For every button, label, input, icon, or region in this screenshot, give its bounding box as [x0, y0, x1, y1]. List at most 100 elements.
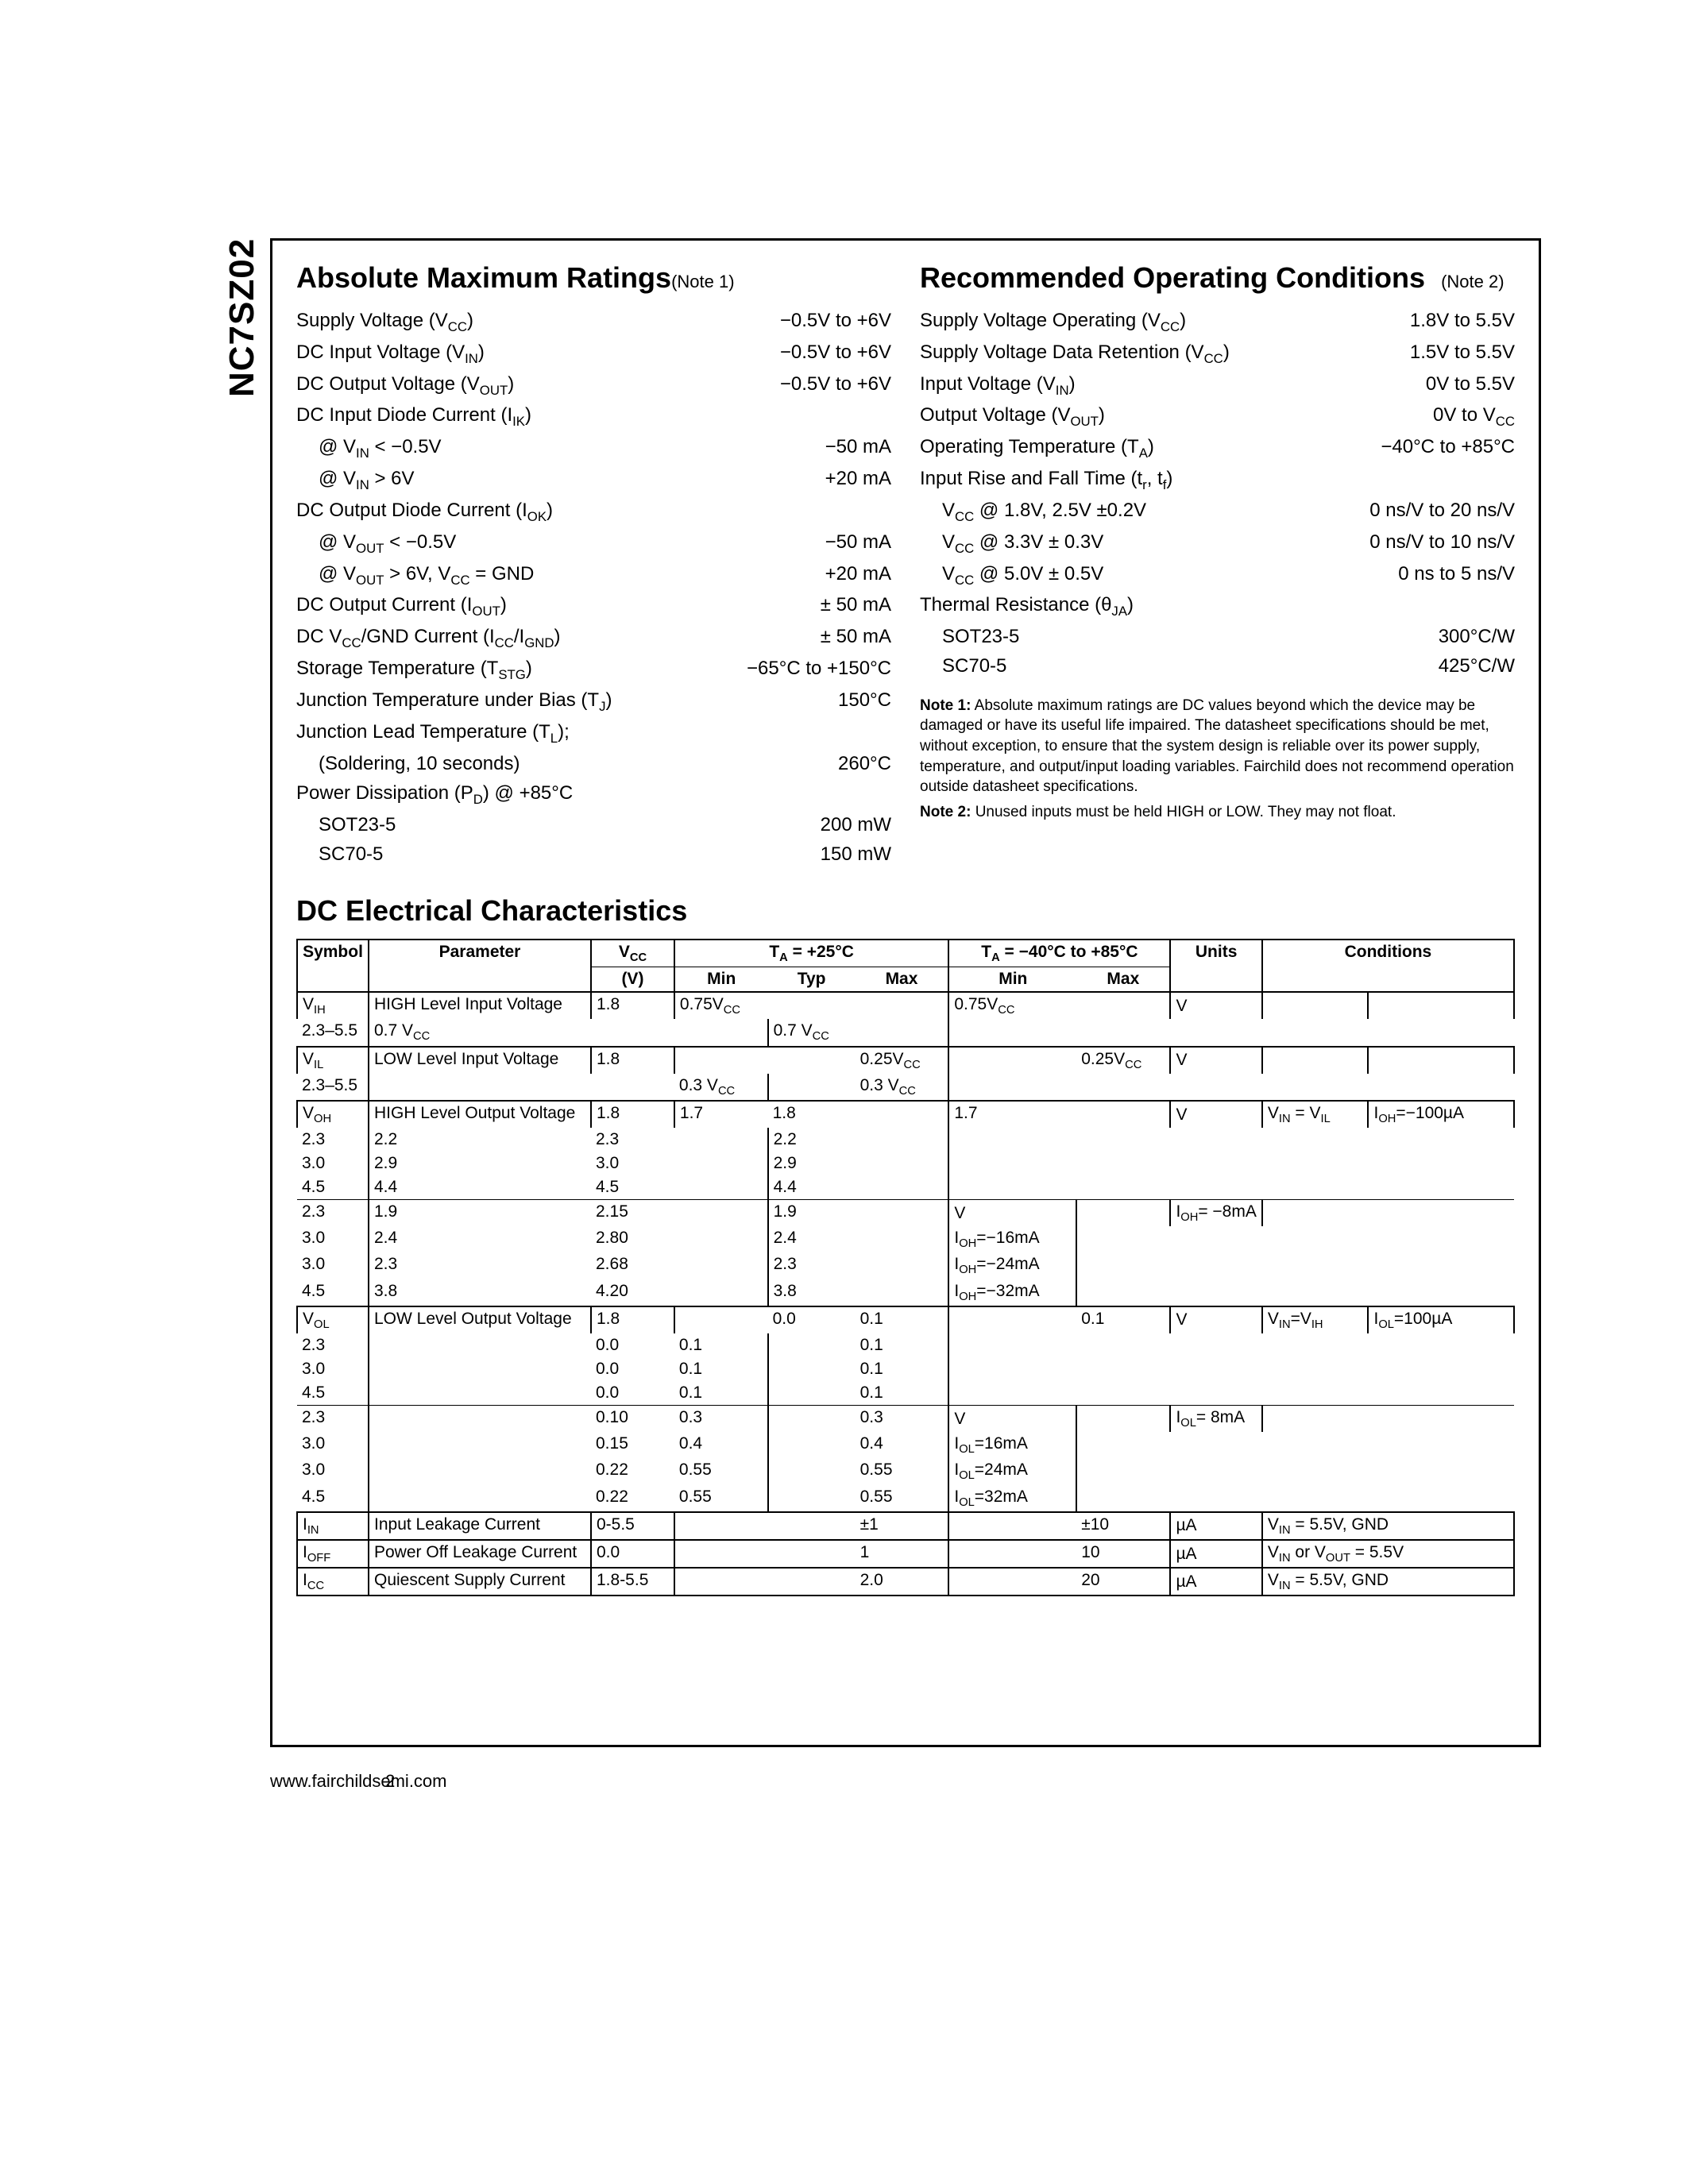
spec-label: Supply Voltage (VCC) — [296, 306, 767, 338]
spec-label: VCC @ 3.3V ± 0.3V — [920, 527, 1357, 559]
spec-row: DC Input Diode Current (IIK) — [296, 400, 891, 432]
page-footer: www.fairchildsemi.com 2 — [270, 1771, 1541, 1792]
spec-label: Junction Temperature under Bias (TJ) — [296, 685, 825, 717]
spec-value: −0.5V to +6V — [767, 306, 891, 338]
spec-row: Power Dissipation (PD) @ +85°C — [296, 778, 891, 810]
spec-row: DC VCC/GND Current (ICC/IGND)± 50 mA — [296, 622, 891, 654]
note-1: Note 1: Absolute maximum ratings are DC … — [920, 696, 1515, 797]
spec-row: DC Output Diode Current (IOK) — [296, 496, 891, 527]
spec-row: DC Input Voltage (VIN)−0.5V to +6V — [296, 338, 891, 369]
footer-page: 2 — [385, 1771, 395, 1792]
spec-value: 300°C/W — [1426, 622, 1515, 651]
spec-value — [879, 717, 891, 749]
spec-value: ± 50 mA — [808, 622, 891, 654]
spec-label: (Soldering, 10 seconds) — [296, 749, 825, 778]
spec-label: DC Output Voltage (VOUT) — [296, 369, 767, 401]
rec-op-list: Supply Voltage Operating (VCC)1.8V to 5.… — [920, 306, 1515, 681]
top-columns: Absolute Maximum Ratings(Note 1) Supply … — [296, 261, 1515, 869]
spec-label: @ VOUT < −0.5V — [296, 527, 813, 559]
spec-label: DC Input Voltage (VIN) — [296, 338, 767, 369]
spec-row: Input Voltage (VIN)0V to 5.5V — [920, 369, 1515, 401]
spec-row: (Soldering, 10 seconds)260°C — [296, 749, 891, 778]
spec-label: Junction Lead Temperature (TL); — [296, 717, 879, 749]
spec-row: @ VOUT > 6V, VCC = GND+20 mA — [296, 559, 891, 591]
spec-value: −0.5V to +6V — [767, 338, 891, 369]
spec-row: Thermal Resistance (θJA) — [920, 590, 1515, 622]
spec-row: @ VIN > 6V+20 mA — [296, 464, 891, 496]
rec-op-note-ref: (Note 2) — [1441, 272, 1504, 291]
abs-max-list: Supply Voltage (VCC)−0.5V to +6VDC Input… — [296, 306, 891, 869]
spec-label: DC Output Diode Current (IOK) — [296, 496, 879, 527]
spec-label: Thermal Resistance (θJA) — [920, 590, 1502, 622]
spec-value: 200 mW — [808, 810, 891, 839]
rec-op-title: Recommended Operating Conditions — [920, 261, 1425, 294]
spec-value: −65°C to +150°C — [734, 654, 891, 685]
spec-label: Operating Temperature (TA) — [920, 432, 1368, 464]
spec-row: Supply Voltage Data Retention (VCC)1.5V … — [920, 338, 1515, 369]
spec-label: Output Voltage (VOUT) — [920, 400, 1420, 432]
spec-value: ± 50 mA — [808, 590, 891, 622]
spec-value: +20 mA — [813, 559, 891, 591]
spec-label: SC70-5 — [296, 839, 808, 869]
notes-block: Note 1: Absolute maximum ratings are DC … — [920, 696, 1515, 823]
dc-characteristics-table: Symbol Parameter VCC TA = +25°C TA = −40… — [296, 939, 1515, 1596]
spec-value: 0 ns to 5 ns/V — [1385, 559, 1515, 591]
spec-label: SOT23-5 — [296, 810, 808, 839]
rec-op-heading: Recommended Operating Conditions (Note 2… — [920, 261, 1515, 295]
spec-row: VCC @ 3.3V ± 0.3V0 ns/V to 10 ns/V — [920, 527, 1515, 559]
page-content: Absolute Maximum Ratings(Note 1) Supply … — [270, 238, 1541, 1747]
spec-value — [1502, 590, 1515, 622]
spec-label: @ VIN > 6V — [296, 464, 813, 496]
spec-value — [1502, 464, 1515, 496]
spec-value — [879, 400, 891, 432]
spec-label: SC70-5 — [920, 651, 1426, 681]
spec-row: SC70-5425°C/W — [920, 651, 1515, 681]
spec-label: Supply Voltage Data Retention (VCC) — [920, 338, 1397, 369]
spec-value: 0 ns/V to 20 ns/V — [1357, 496, 1515, 527]
spec-value: 150 mW — [808, 839, 891, 869]
spec-value: 1.5V to 5.5V — [1397, 338, 1515, 369]
spec-row: SOT23-5300°C/W — [920, 622, 1515, 651]
spec-value: −40°C to +85°C — [1368, 432, 1515, 464]
spec-row: Supply Voltage (VCC)−0.5V to +6V — [296, 306, 891, 338]
spec-row: Output Voltage (VOUT)0V to VCC — [920, 400, 1515, 432]
spec-row: SOT23-5200 mW — [296, 810, 891, 839]
spec-value: +20 mA — [813, 464, 891, 496]
spec-row: Storage Temperature (TSTG)−65°C to +150°… — [296, 654, 891, 685]
spec-row: Supply Voltage Operating (VCC)1.8V to 5.… — [920, 306, 1515, 338]
spec-label: Input Rise and Fall Time (tr, tf) — [920, 464, 1502, 496]
spec-value: −0.5V to +6V — [767, 369, 891, 401]
spec-value: 0 ns/V to 10 ns/V — [1357, 527, 1515, 559]
spec-label: VCC @ 1.8V, 2.5V ±0.2V — [920, 496, 1357, 527]
spec-label: DC VCC/GND Current (ICC/IGND) — [296, 622, 808, 654]
content-border: Absolute Maximum Ratings(Note 1) Supply … — [270, 238, 1541, 1747]
spec-row: VCC @ 1.8V, 2.5V ±0.2V0 ns/V to 20 ns/V — [920, 496, 1515, 527]
spec-label: Power Dissipation (PD) @ +85°C — [296, 778, 879, 810]
spec-row: Input Rise and Fall Time (tr, tf) — [920, 464, 1515, 496]
rec-op-column: Recommended Operating Conditions (Note 2… — [920, 261, 1515, 869]
abs-max-note-ref: (Note 1) — [671, 272, 734, 291]
spec-value: 0V to VCC — [1420, 400, 1515, 432]
spec-row: DC Output Voltage (VOUT)−0.5V to +6V — [296, 369, 891, 401]
part-number-sidebar: NC7SZ02 — [222, 238, 262, 397]
dc-characteristics-heading: DC Electrical Characteristics — [296, 894, 1515, 928]
spec-value — [879, 778, 891, 810]
spec-label: SOT23-5 — [920, 622, 1426, 651]
spec-label: @ VOUT > 6V, VCC = GND — [296, 559, 813, 591]
note-2-text: Unused inputs must be held HIGH or LOW. … — [975, 804, 1396, 820]
spec-row: Junction Temperature under Bias (TJ)150°… — [296, 685, 891, 717]
spec-value: 260°C — [825, 749, 891, 778]
spec-value: 150°C — [825, 685, 891, 717]
spec-label: VCC @ 5.0V ± 0.5V — [920, 559, 1385, 591]
spec-row: VCC @ 5.0V ± 0.5V0 ns to 5 ns/V — [920, 559, 1515, 591]
abs-max-title: Absolute Maximum Ratings — [296, 261, 671, 294]
abs-max-column: Absolute Maximum Ratings(Note 1) Supply … — [296, 261, 891, 869]
spec-label: DC Input Diode Current (IIK) — [296, 400, 879, 432]
spec-row: SC70-5150 mW — [296, 839, 891, 869]
spec-value: 0V to 5.5V — [1413, 369, 1515, 401]
spec-label: Storage Temperature (TSTG) — [296, 654, 734, 685]
spec-value: −50 mA — [813, 432, 891, 464]
spec-value: 425°C/W — [1426, 651, 1515, 681]
spec-label: DC Output Current (IOUT) — [296, 590, 808, 622]
spec-row: @ VOUT < −0.5V−50 mA — [296, 527, 891, 559]
